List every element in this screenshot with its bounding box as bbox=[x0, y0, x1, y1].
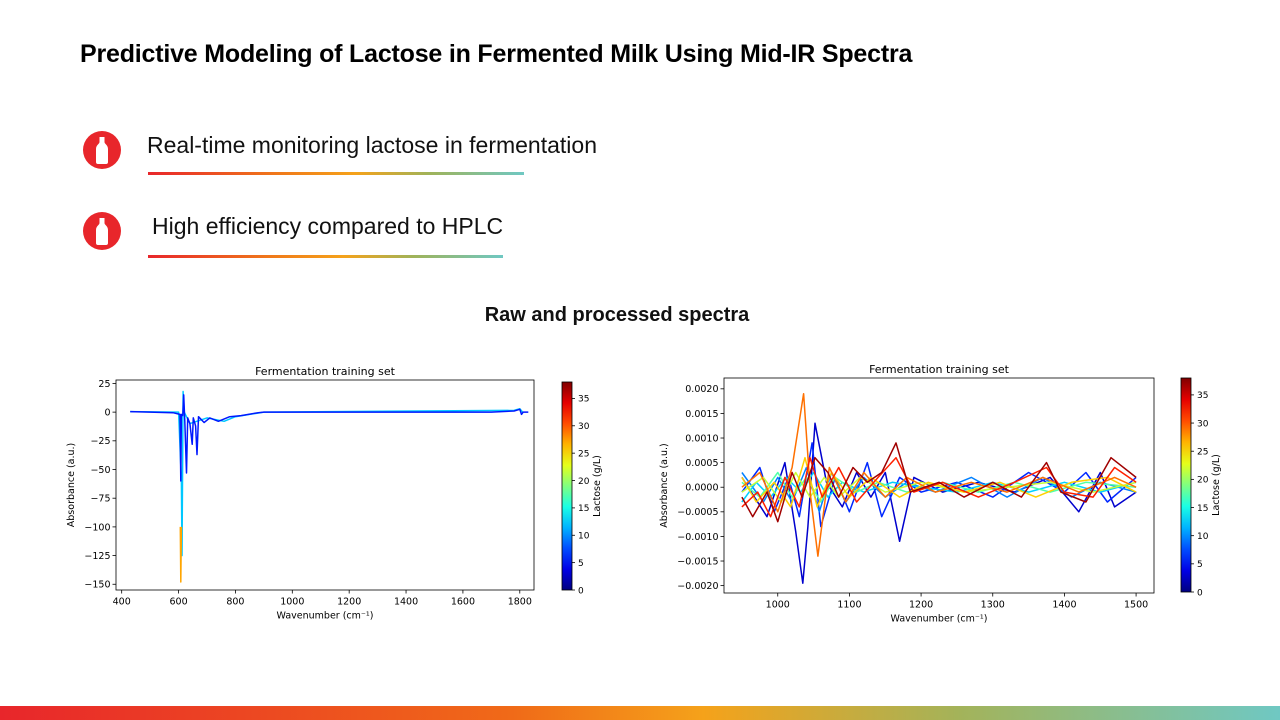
colorbar bbox=[561, 381, 573, 591]
y-tick-label: −0.0005 bbox=[677, 507, 718, 518]
colorbar-tick-label: 30 bbox=[578, 422, 590, 432]
plot-frame bbox=[115, 379, 535, 591]
x-tick-label: 600 bbox=[169, 597, 187, 608]
section-subtitle: Raw and processed spectra bbox=[484, 304, 750, 326]
y-tick-label: −0.0020 bbox=[677, 581, 718, 592]
raw-spectra-chart: 400 600 800 1000 1200 1400 1600 1800 25 0 −25 −50 −7… bbox=[66, 365, 603, 622]
colorbar-tick-label: 30 bbox=[1197, 419, 1209, 429]
y-tick-label: 0.0005 bbox=[685, 458, 718, 469]
colorbar-tick-label: 20 bbox=[1197, 476, 1209, 486]
colorbar-tick-label: 10 bbox=[578, 532, 590, 542]
colorbar-tick-label: 35 bbox=[1197, 391, 1208, 401]
bottle-icon bbox=[83, 212, 121, 250]
plot-area bbox=[741, 392, 1137, 584]
spectrum-line-7 bbox=[741, 392, 1137, 557]
colorbar-tick-label: 25 bbox=[578, 449, 589, 459]
y-tick-label: −0.0015 bbox=[677, 556, 718, 567]
y-tick-label: 0.0015 bbox=[685, 409, 718, 420]
colorbar-tick-label: 25 bbox=[1197, 448, 1208, 458]
colorbar-tick-label: 35 bbox=[578, 395, 589, 405]
bullet-text-2: High efficiency compared to HPLC bbox=[152, 213, 504, 239]
y-tick-label: 0.0000 bbox=[685, 483, 718, 494]
x-tick-label: 800 bbox=[226, 597, 244, 608]
x-tick-label: 1500 bbox=[1124, 600, 1148, 611]
bullet-text-1: Real-time monitoring lactose in fermenta… bbox=[147, 132, 597, 158]
y-axis-label: Absorbance (a.u.) bbox=[659, 443, 670, 527]
colorbar-tick-label: 15 bbox=[578, 504, 589, 514]
y-tick-label: −0.0010 bbox=[677, 532, 718, 543]
x-tick-label: 1800 bbox=[508, 597, 532, 608]
x-axis-label: Wavenumber (cm⁻¹) bbox=[891, 614, 988, 625]
y-tick-label: 25 bbox=[98, 379, 110, 390]
chart-title: Fermentation training set bbox=[255, 365, 396, 378]
spectrum-line-9 bbox=[741, 442, 1137, 523]
colorbar-tick-label: 15 bbox=[1197, 504, 1208, 514]
y-tick-label: 0.0010 bbox=[685, 433, 718, 444]
y-tick-label: −100 bbox=[84, 522, 110, 533]
x-tick-label: 400 bbox=[113, 597, 131, 608]
chart-title: Fermentation training set bbox=[869, 363, 1010, 376]
colorbar bbox=[1180, 377, 1192, 593]
x-tick-label: 1000 bbox=[766, 600, 790, 611]
spectrum-line-1 bbox=[179, 526, 183, 583]
spectrum-line-0 bbox=[130, 390, 524, 557]
spectrum-line-2 bbox=[130, 394, 529, 482]
colorbar-label: Lactose (g/L) bbox=[592, 455, 603, 517]
x-tick-label: 1200 bbox=[909, 600, 933, 611]
x-tick-label: 1000 bbox=[280, 597, 304, 608]
spectrum-line-0 bbox=[741, 422, 1137, 584]
processed-spectra-chart: 1000 1100 1200 1300 1400 1500 0.0020 0.0015 0.00… bbox=[659, 363, 1222, 625]
y-tick-label: −50 bbox=[90, 465, 110, 476]
bullet-icon-2 bbox=[82, 211, 122, 251]
x-tick-label: 1400 bbox=[1052, 600, 1076, 611]
colorbar-tick-label: 20 bbox=[578, 477, 590, 487]
spectrum-line-8 bbox=[741, 456, 1137, 518]
bottle-icon bbox=[83, 131, 121, 169]
x-axis-label: Wavenumber (cm⁻¹) bbox=[277, 611, 374, 622]
y-tick-label: −125 bbox=[84, 551, 110, 562]
colorbar-tick-label: 0 bbox=[578, 586, 584, 596]
x-tick-label: 1600 bbox=[451, 597, 475, 608]
colorbar-label: Lactose (g/L) bbox=[1211, 454, 1222, 516]
bullet-icon-1 bbox=[82, 130, 122, 170]
y-tick-label: 0.0020 bbox=[685, 384, 718, 395]
x-tick-label: 1200 bbox=[337, 597, 361, 608]
page-title: Predictive Modeling of Lactose in Fermen… bbox=[80, 40, 913, 68]
y-tick-label: 0 bbox=[104, 408, 110, 419]
colorbar-tick-label: 0 bbox=[1197, 588, 1203, 598]
colorbar-tick-label: 5 bbox=[578, 559, 584, 569]
colorbar-tick-label: 5 bbox=[1197, 560, 1203, 570]
x-tick-label: 1300 bbox=[981, 600, 1005, 611]
y-tick-label: −25 bbox=[90, 436, 110, 447]
y-tick-label: −75 bbox=[90, 494, 110, 505]
y-axis-label: Absorbance (a.u.) bbox=[66, 443, 77, 527]
x-tick-label: 1400 bbox=[394, 597, 418, 608]
spectrum-line-2 bbox=[741, 466, 1137, 513]
plot-area bbox=[130, 390, 529, 583]
spectrum-line-4 bbox=[741, 471, 1137, 503]
plot-frame bbox=[723, 377, 1155, 594]
bullet-underline-2 bbox=[148, 255, 503, 258]
bottom-accent-bar bbox=[0, 706, 1280, 720]
colorbar-tick-label: 10 bbox=[1197, 532, 1209, 542]
bullet-underline-1 bbox=[148, 172, 524, 175]
y-tick-label: −150 bbox=[84, 580, 110, 591]
x-tick-label: 1100 bbox=[837, 600, 861, 611]
